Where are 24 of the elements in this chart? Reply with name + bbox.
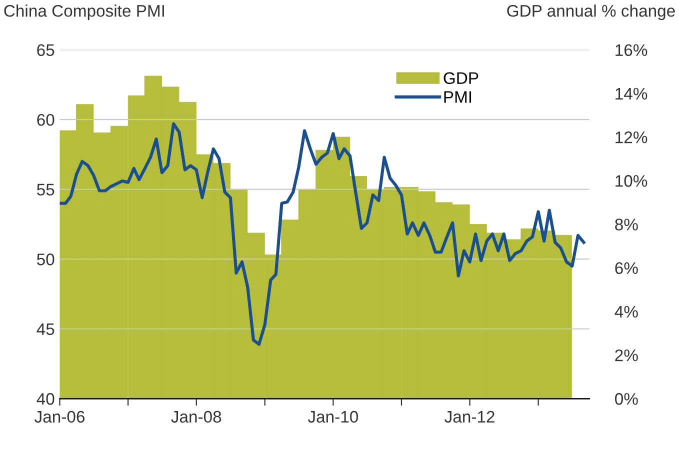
- y-tick-label: 55: [37, 184, 54, 196]
- y-tick-label: 65: [37, 44, 54, 56]
- y-tick-label: 40: [36, 393, 54, 405]
- legend-label: PMI: [444, 91, 472, 103]
- y2-tick-label: 16%: [616, 44, 648, 56]
- y2-tick-label: 14%: [616, 88, 648, 100]
- y2-tick-label: 4%: [614, 306, 638, 318]
- x-tick-label: Jan-06: [34, 410, 84, 423]
- y2-axis-title: GDP annual % change: [507, 4, 675, 20]
- line-series: [60, 122, 586, 346]
- y-tick-label: 60: [37, 114, 54, 126]
- y2-tick-label: 6%: [615, 262, 638, 274]
- legend-label: GDP: [444, 72, 478, 84]
- y2-tick-label: 12%: [616, 131, 648, 144]
- x-tick-label: Jan-08: [171, 410, 222, 423]
- y2-tick-label: 0%: [615, 393, 638, 405]
- y-tick-label: 45: [36, 323, 54, 336]
- x-tick-label: Jan-12: [444, 410, 494, 423]
- y-axis-title: China Composite PMI: [4, 4, 164, 20]
- y2-tick-label: 2%: [615, 349, 638, 362]
- y2-tick-label: 10%: [616, 175, 648, 187]
- y-tick-label: 50: [37, 254, 54, 266]
- y2-tick-label: 8%: [615, 218, 638, 230]
- x-tick-label: Jan-10: [308, 410, 358, 423]
